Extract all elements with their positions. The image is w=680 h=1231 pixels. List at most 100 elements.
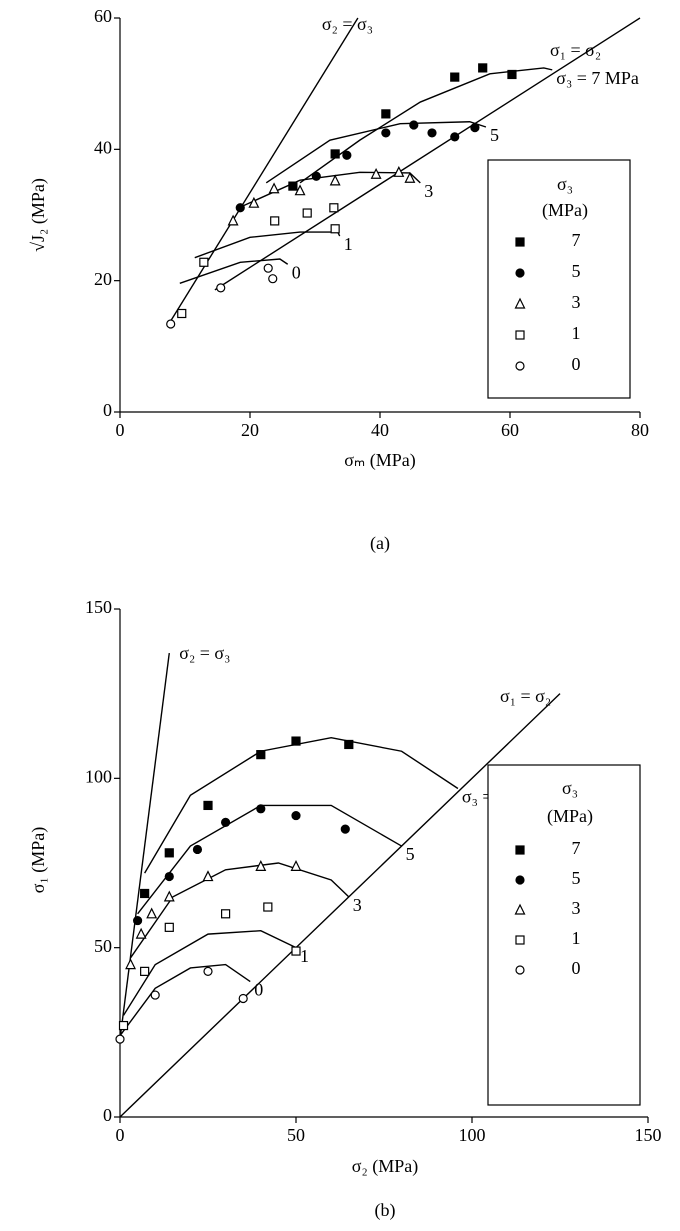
triangle-marker [514,297,526,309]
circle-marker [164,871,174,882]
triangle-marker [248,196,260,208]
triangle-marker [329,174,341,186]
circle-marker [515,268,525,278]
curve-label: 0 [292,262,301,282]
circle-marker [150,990,160,1000]
curve-label: 0 [254,980,263,1000]
x-tick-label: 20 [241,420,259,440]
x-axis-label: σ₂ (MPa) [352,1156,418,1177]
square-marker [450,72,460,82]
x-tick-label: 0 [116,1125,125,1145]
legend-label: 3 [572,292,581,312]
triangle-marker [163,890,175,902]
legend-label: 1 [572,323,581,343]
x-tick-label: 50 [287,1125,305,1145]
circle-marker [235,203,245,213]
triangle-marker [294,184,306,196]
triangle-marker [404,171,416,183]
square-marker [344,739,354,750]
legend-box [487,764,641,1106]
legend-label: 5 [572,261,581,281]
circle-marker [166,319,176,329]
caption: (a) [370,533,390,554]
circle-marker [340,824,350,834]
circle-marker [263,263,273,273]
legend-label: 0 [572,958,581,978]
square-marker [515,237,525,247]
square-marker [291,946,301,956]
legend-subtitle: (MPa) [547,806,593,827]
square-marker [302,208,312,218]
square-marker [177,308,187,319]
circle-marker [515,875,525,885]
square-marker [288,181,298,191]
fit-curve [129,862,350,959]
x-tick-label: 100 [459,1125,486,1145]
square-marker [203,800,213,811]
circle-marker [515,965,525,975]
fit-curve [194,231,341,259]
curve-label: 3 [424,181,433,201]
circle-marker [133,915,143,926]
circle-marker [291,810,301,821]
y-tick-label: 50 [94,936,112,956]
legend-title: σ₃ [557,174,573,194]
legend-label: 3 [572,898,581,918]
circle-marker [203,966,213,976]
square-marker [263,902,273,912]
circle-marker [238,993,248,1004]
y-tick-label: 60 [94,6,112,26]
square-marker [118,1020,129,1031]
y-axis-label: σ₁ (MPa) [28,827,49,893]
circle-marker [268,274,278,284]
circle-marker [311,171,321,181]
x-tick-label: 60 [501,420,519,440]
square-marker [221,909,231,919]
circle-marker [470,123,480,133]
triangle-marker [125,958,137,970]
reference-line [214,17,641,291]
curve-label: 1 [300,946,309,966]
circle-marker [216,283,226,293]
circle-marker [381,128,391,138]
y-tick-label: 100 [85,766,112,786]
x-axis-label: σₘ (MPa) [344,450,415,471]
x-tick-label: 0 [116,420,125,440]
curve-label: 1 [344,234,353,254]
fit-curve [179,258,289,284]
fit-curve [239,171,421,208]
legend-label: 1 [572,928,581,948]
square-marker [256,750,266,760]
reference-line [169,17,359,323]
curve-label: 5 [406,844,415,864]
circle-marker [409,120,419,130]
square-marker [478,63,488,73]
triangle-marker [146,907,158,919]
square-marker [270,216,280,226]
y-tick-label: 150 [85,597,112,617]
legend-box [487,159,631,399]
legend-title: σ₃ [562,778,578,798]
y-axis-label: √J₂ (MPa) [28,178,49,252]
legend-label: 5 [572,868,581,888]
square-marker [515,845,525,855]
circle-marker [427,128,437,138]
triangle-marker [514,903,526,915]
square-marker [199,257,209,267]
curve-label: 5 [490,125,499,145]
y-tick-label: 0 [103,1105,112,1125]
line-label: σ₂ = σ₃ [322,14,373,34]
fit-curve [137,804,402,915]
square-marker [291,736,301,746]
triangle-marker [227,214,239,226]
circle-marker [221,817,231,827]
square-marker [381,109,391,119]
square-marker [140,888,150,899]
square-marker [330,149,340,159]
circle-marker [450,132,460,142]
square-marker [507,69,517,80]
fit-curve [299,67,553,184]
x-tick-label: 80 [631,420,649,440]
reference-line [119,693,561,1118]
